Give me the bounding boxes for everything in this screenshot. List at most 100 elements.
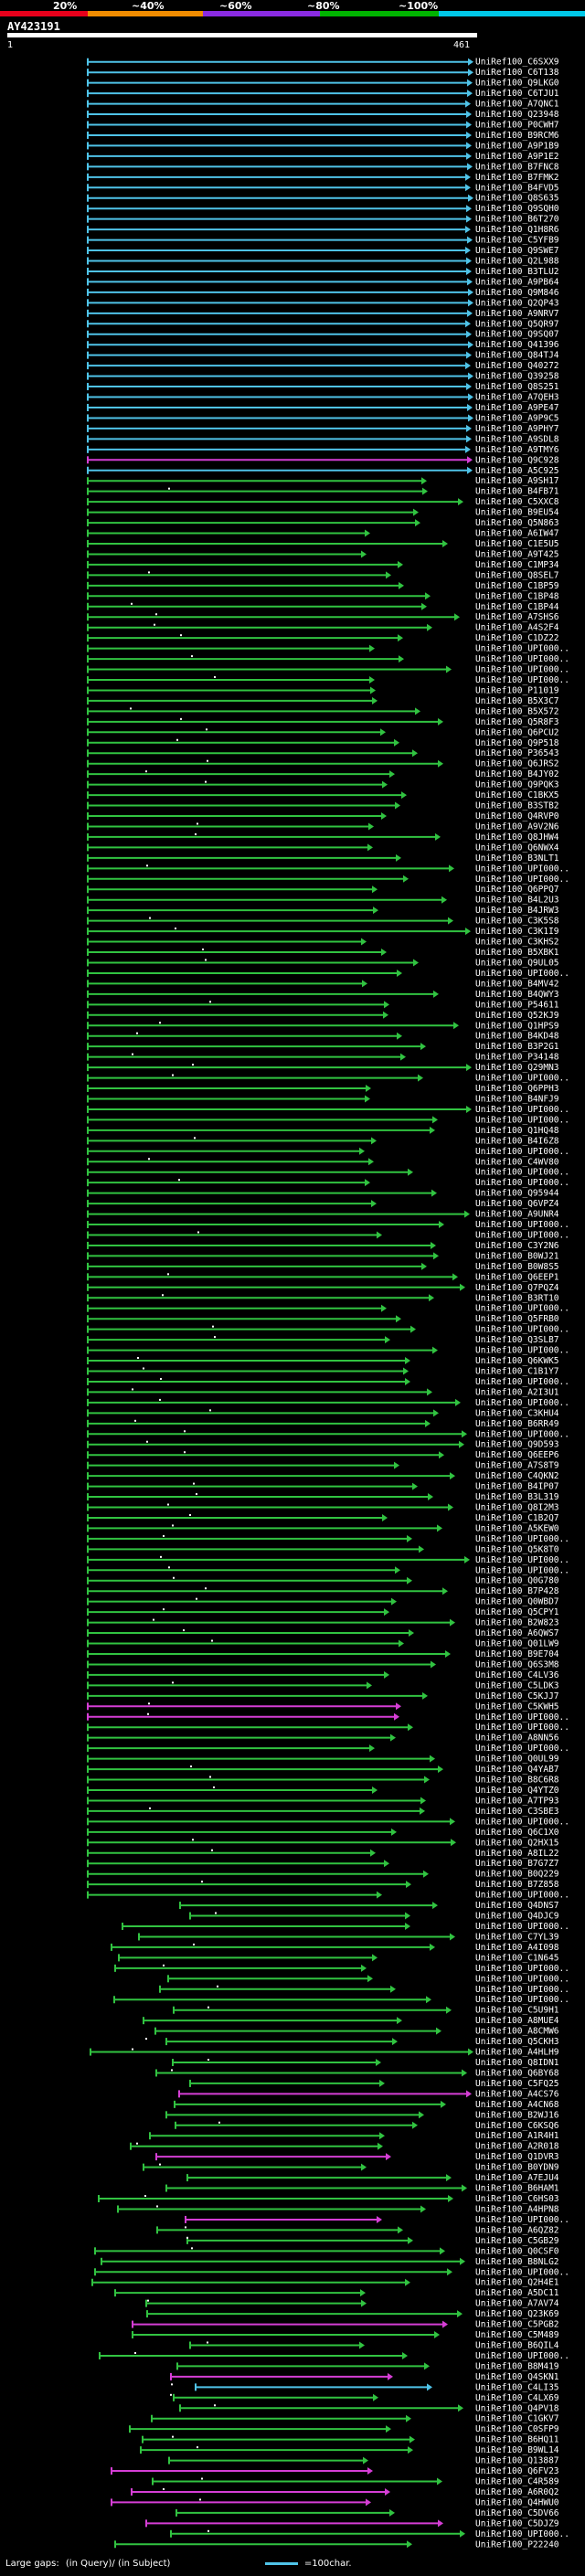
hit-label[interactable]: UniRef100_Q1H8R6 (475, 225, 559, 235)
hit-label[interactable]: UniRef100_C5DJZ9 (475, 2518, 559, 2528)
hit-label[interactable]: UniRef100_C1MP34 (475, 560, 559, 570)
hit-row[interactable]: UniRef100_C1BP59 (87, 581, 559, 591)
hit-row[interactable]: UniRef100_Q8I2M3 (87, 1503, 559, 1513)
hit-row[interactable]: UniRef100_UPI000.. (87, 654, 569, 664)
hit-label[interactable]: UniRef100_C5KWH5 (475, 1701, 559, 1712)
hit-label[interactable]: UniRef100_Q5FRB0 (475, 1314, 559, 1324)
hit-row[interactable]: UniRef100_B7FNC8 (87, 162, 559, 172)
hit-row[interactable]: UniRef100_B3P2G1 (87, 1042, 559, 1052)
hit-row[interactable]: UniRef100_A9PB64 (87, 277, 559, 287)
hit-row[interactable]: UniRef100_Q6NWX4 (87, 843, 559, 853)
hit-label[interactable]: UniRef100_UPI000.. (475, 1325, 569, 1335)
hit-row[interactable]: UniRef100_C5YFB9 (87, 236, 559, 246)
hit-label[interactable]: UniRef100_C1BP44 (475, 602, 559, 612)
hit-row[interactable]: UniRef100_UPI000.. (87, 1534, 569, 1544)
hit-label[interactable]: UniRef100_Q0WBD7 (475, 1597, 559, 1607)
hit-label[interactable]: UniRef100_C0SFP9 (475, 2424, 559, 2434)
hit-label[interactable]: UniRef100_B5XBK1 (475, 948, 559, 958)
hit-row[interactable]: UniRef100_UPI000.. (87, 1220, 569, 1230)
hit-label[interactable]: UniRef100_Q6C1X0 (475, 1828, 559, 1838)
hit-row[interactable]: UniRef100_Q8S635 (87, 194, 559, 204)
hit-label[interactable]: UniRef100_Q9SQH0 (475, 204, 559, 214)
hit-row[interactable]: UniRef100_A8IL22 (87, 1849, 559, 1859)
hit-label[interactable]: UniRef100_UPI000.. (475, 1398, 569, 1408)
hit-label[interactable]: UniRef100_UPI000.. (475, 1723, 569, 1733)
hit-label[interactable]: UniRef100_UPI000.. (475, 1178, 569, 1188)
hit-row[interactable]: UniRef100_Q8JHW4 (87, 832, 559, 843)
hit-row[interactable]: UniRef100_UPI000.. (99, 2351, 569, 2361)
hit-label[interactable]: UniRef100_A7QNC1 (475, 100, 559, 110)
hit-label[interactable]: UniRef100_A5DC11 (475, 2288, 559, 2298)
hit-label[interactable]: UniRef100_A8MUE4 (475, 2016, 559, 2026)
hit-label[interactable]: UniRef100_B6QIL4 (475, 2340, 559, 2350)
hit-row[interactable]: UniRef100_C3Y2N6 (87, 1241, 559, 1251)
hit-label[interactable]: UniRef100_Q23948 (475, 110, 559, 120)
hit-row[interactable]: UniRef100_UPI000.. (87, 1429, 569, 1439)
hit-label[interactable]: UniRef100_UPI000.. (475, 1304, 569, 1314)
hit-label[interactable]: UniRef100_B4IP07 (475, 1482, 559, 1492)
hit-row[interactable]: UniRef100_UPI000.. (87, 1168, 569, 1178)
hit-row[interactable]: UniRef100_B7G7Z7 (87, 1859, 559, 1869)
hit-label[interactable]: UniRef100_C3K1I9 (475, 927, 559, 937)
hit-row[interactable]: UniRef100_Q0UL99 (87, 1754, 559, 1765)
hit-label[interactable]: UniRef100_A6QZ82 (475, 2225, 559, 2235)
hit-label[interactable]: UniRef100_C5YFB9 (475, 236, 559, 246)
hit-label[interactable]: UniRef100_C7YL39 (475, 1932, 559, 1942)
hit-label[interactable]: UniRef100_Q6EEP6 (475, 1450, 559, 1460)
hit-row[interactable]: UniRef100_UPI000.. (87, 1891, 569, 1901)
hit-row[interactable]: UniRef100_Q8IDN1 (172, 2058, 559, 2068)
hit-row[interactable]: UniRef100_B3RT10 (87, 1293, 559, 1303)
hit-row[interactable]: UniRef100_P34148 (87, 1053, 559, 1063)
hit-row[interactable]: UniRef100_A7SHS6 (87, 612, 559, 622)
hit-row[interactable]: UniRef100_B7FMK2 (87, 173, 559, 183)
hit-label[interactable]: UniRef100_Q6VPZ4 (475, 1199, 559, 1209)
hit-row[interactable]: UniRef100_UPI000.. (185, 2215, 569, 2225)
hit-label[interactable]: UniRef100_UPI000.. (475, 1105, 569, 1115)
hit-row[interactable]: UniRef100_Q9M846 (87, 288, 559, 298)
hit-label[interactable]: UniRef100_A9PB64 (475, 277, 559, 287)
hit-label[interactable]: UniRef100_A9P1E2 (475, 152, 559, 162)
hit-label[interactable]: UniRef100_Q41396 (475, 340, 559, 350)
hit-row[interactable]: UniRef100_B6RR49 (87, 1419, 559, 1429)
hit-label[interactable]: UniRef100_C5PGB2 (475, 2320, 559, 2330)
hit-row[interactable]: UniRef100_Q5CKH3 (145, 2037, 559, 2047)
hit-label[interactable]: UniRef100_C4LX69 (475, 2393, 559, 2403)
hit-row[interactable]: UniRef100_UPI000.. (113, 1995, 569, 2005)
hit-row[interactable]: UniRef100_UPI000.. (87, 1178, 569, 1188)
hit-row[interactable]: UniRef100_UPI000.. (159, 1985, 569, 1995)
hit-row[interactable]: UniRef100_B6QIL4 (189, 2340, 559, 2350)
hit-label[interactable]: UniRef100_UPI000.. (475, 1985, 569, 1995)
hit-row[interactable]: UniRef100_B0Q229 (87, 1870, 559, 1880)
hit-label[interactable]: UniRef100_C1N645 (475, 1953, 559, 1963)
hit-label[interactable]: UniRef100_C5M489 (475, 2330, 559, 2340)
hit-row[interactable]: UniRef100_UPI000.. (87, 875, 569, 885)
hit-label[interactable]: UniRef100_A5KEW0 (475, 1523, 559, 1533)
hit-label[interactable]: UniRef100_Q9M846 (475, 288, 559, 298)
hit-row[interactable]: UniRef100_Q5QR97 (87, 319, 559, 329)
hit-label[interactable]: UniRef100_A4S2F4 (475, 623, 559, 633)
hit-label[interactable]: UniRef100_Q6PCU2 (475, 727, 559, 737)
hit-label[interactable]: UniRef100_Q23K69 (475, 2309, 559, 2319)
hit-label[interactable]: UniRef100_UPI000.. (475, 1534, 569, 1544)
hit-label[interactable]: UniRef100_C6KSQ6 (475, 2121, 559, 2131)
hit-label[interactable]: UniRef100_C1E5U5 (475, 539, 559, 549)
hit-label[interactable]: UniRef100_B0WJ21 (475, 1251, 559, 1261)
hit-row[interactable]: UniRef100_B4KD48 (87, 1032, 559, 1042)
hit-label[interactable]: UniRef100_UPI000.. (475, 1817, 569, 1827)
hit-label[interactable]: UniRef100_C5KJJ7 (475, 1691, 559, 1701)
hit-label[interactable]: UniRef100_Q0UL99 (475, 1754, 559, 1765)
hit-label[interactable]: UniRef100_B4FVD5 (475, 183, 559, 193)
hit-label[interactable]: UniRef100_A9NRV7 (475, 309, 559, 319)
hit-label[interactable]: UniRef100_UPI000.. (475, 1964, 569, 1974)
hit-row[interactable]: UniRef100_C1BP44 (87, 602, 559, 612)
hit-label[interactable]: UniRef100_B8NLG2 (475, 2257, 559, 2267)
hit-label[interactable]: UniRef100_C1BP59 (475, 581, 559, 591)
hit-label[interactable]: UniRef100_Q9PQK3 (475, 780, 559, 790)
hit-label[interactable]: UniRef100_UPI000.. (475, 1744, 569, 1754)
hit-row[interactable]: UniRef100_P11019 (87, 685, 559, 695)
hit-label[interactable]: UniRef100_B5X3C7 (475, 696, 559, 706)
hit-label[interactable]: UniRef100_B0YDN9 (475, 2163, 559, 2173)
hit-row[interactable]: UniRef100_B5X572 (87, 706, 559, 716)
hit-row[interactable]: UniRef100_B0WJ21 (87, 1251, 559, 1261)
hit-label[interactable]: UniRef100_C1BP48 (475, 591, 559, 601)
